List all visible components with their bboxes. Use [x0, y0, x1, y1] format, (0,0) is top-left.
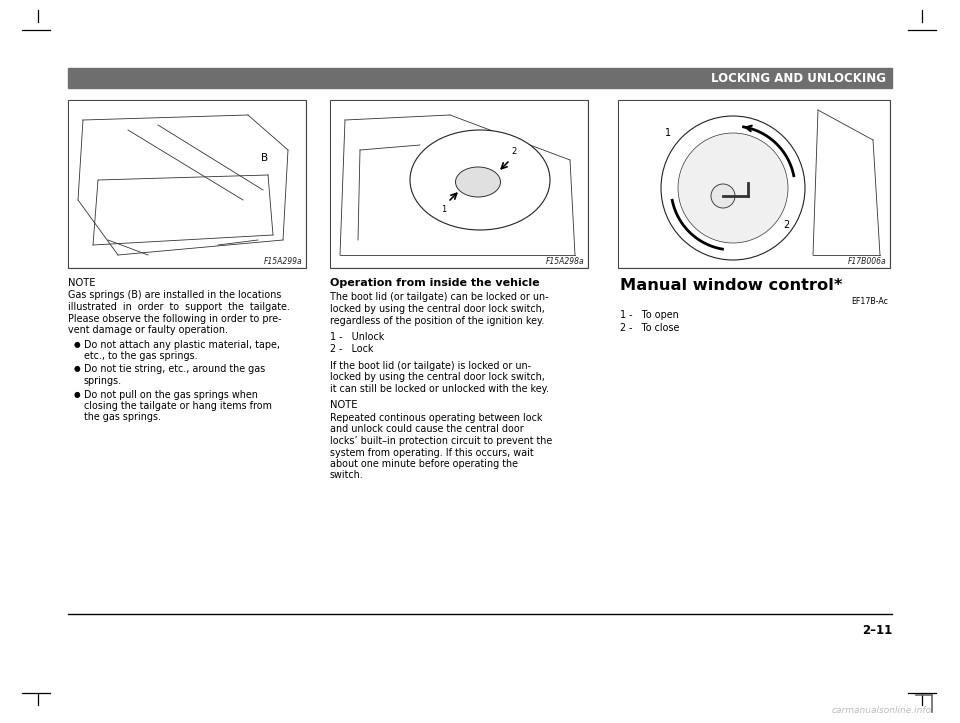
Text: locked by using the central door lock switch,: locked by using the central door lock sw… [330, 372, 545, 382]
Text: ●: ● [74, 364, 81, 374]
Text: F15A298a: F15A298a [545, 257, 584, 266]
Text: NOTE: NOTE [68, 278, 95, 288]
Text: 1 -   Unlock: 1 - Unlock [330, 332, 384, 342]
Text: Do not tie string, etc., around the gas: Do not tie string, etc., around the gas [84, 364, 265, 375]
Text: 1 -   To open: 1 - To open [620, 309, 679, 320]
Text: the gas springs.: the gas springs. [84, 413, 161, 422]
Text: EF17B-Ac: EF17B-Ac [852, 297, 888, 307]
Text: regardless of the position of the ignition key.: regardless of the position of the igniti… [330, 315, 544, 325]
Text: LOCKING AND UNLOCKING: LOCKING AND UNLOCKING [711, 72, 886, 85]
Text: switch.: switch. [330, 471, 364, 481]
Bar [619, 101, 889, 267]
Text: F17B006a: F17B006a [848, 257, 886, 266]
Text: 1: 1 [665, 128, 671, 138]
Text: locked by using the central door lock switch,: locked by using the central door lock sw… [330, 304, 545, 314]
Text: about one minute before operating the: about one minute before operating the [330, 459, 518, 469]
Bar [69, 101, 305, 267]
Text: locks’ built–in protection circuit to prevent the: locks’ built–in protection circuit to pr… [330, 436, 552, 446]
Bar [618, 100, 890, 268]
Text: 1: 1 [442, 205, 446, 215]
Text: vent damage or faulty operation.: vent damage or faulty operation. [68, 325, 228, 335]
Text: and unlock could cause the central door: and unlock could cause the central door [330, 424, 524, 435]
Text: system from operating. If this occurs, wait: system from operating. If this occurs, w… [330, 448, 534, 458]
Text: carmanualsonline.info: carmanualsonline.info [832, 706, 932, 715]
Text: closing the tailgate or hang items from: closing the tailgate or hang items from [84, 401, 272, 411]
Text: The boot lid (or tailgate) can be locked or un-: The boot lid (or tailgate) can be locked… [330, 293, 548, 302]
Text: Gas springs (B) are installed in the locations: Gas springs (B) are installed in the loc… [68, 291, 281, 301]
Text: Manual window control*: Manual window control* [620, 278, 843, 293]
Text: F15A299a: F15A299a [263, 257, 302, 266]
Text: NOTE: NOTE [330, 401, 357, 411]
Text: springs.: springs. [84, 376, 122, 386]
Text: Do not attach any plastic material, tape,: Do not attach any plastic material, tape… [84, 340, 280, 349]
Text: Operation from inside the vehicle: Operation from inside the vehicle [330, 278, 540, 288]
Bar [331, 101, 587, 267]
Circle shape [711, 184, 735, 208]
Text: Repeated continous operating between lock: Repeated continous operating between loc… [330, 413, 542, 423]
Bar [68, 100, 306, 268]
Text: If the boot lid (or tailgate) is locked or un-: If the boot lid (or tailgate) is locked … [330, 361, 531, 371]
Ellipse shape [455, 167, 500, 197]
Text: it can still be locked or unlocked with the key.: it can still be locked or unlocked with … [330, 384, 549, 394]
Ellipse shape [410, 130, 550, 230]
Bar [68, 68, 892, 88]
Text: illustrated  in  order  to  support  the  tailgate.: illustrated in order to support the tail… [68, 302, 290, 312]
Text: 2: 2 [512, 147, 516, 156]
Text: etc., to the gas springs.: etc., to the gas springs. [84, 351, 198, 361]
Text: ●: ● [74, 390, 81, 398]
Text: 2 -   Lock: 2 - Lock [330, 344, 373, 354]
Text: B: B [261, 153, 268, 163]
Circle shape [661, 116, 805, 260]
Text: 2 -   To close: 2 - To close [620, 323, 680, 333]
Text: 2–11: 2–11 [862, 624, 892, 637]
Text: ●: ● [74, 340, 81, 348]
Text: Please observe the following in order to pre-: Please observe the following in order to… [68, 314, 281, 323]
Bar [330, 100, 588, 268]
Text: 2: 2 [783, 220, 789, 230]
Circle shape [678, 133, 788, 243]
Text: Do not pull on the gas springs when: Do not pull on the gas springs when [84, 390, 258, 400]
